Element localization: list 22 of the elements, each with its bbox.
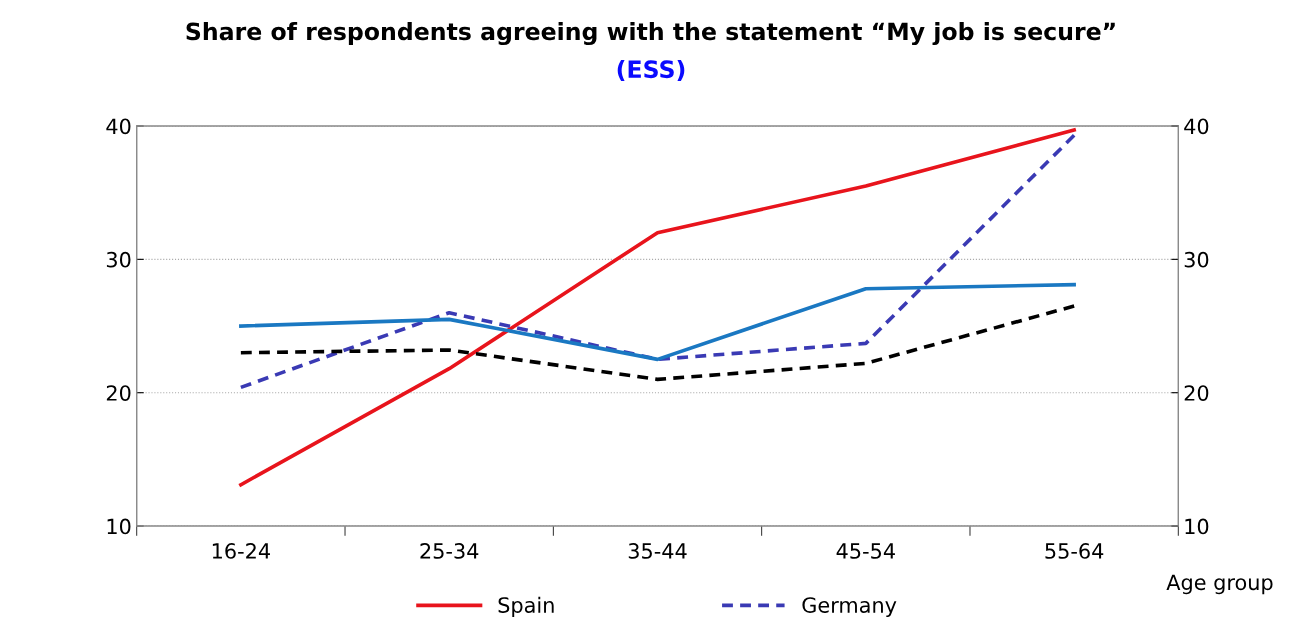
y2-tick-label: 30 xyxy=(1184,251,1209,268)
y2-tick-label: 10 xyxy=(1185,518,1209,535)
x-axis-title: Age group xyxy=(1166,574,1273,595)
y2-tick-label: 40 xyxy=(1184,118,1209,135)
x-tick-label: 16-24 xyxy=(212,543,270,559)
y-tick-label: 30 xyxy=(106,251,131,268)
line-series xyxy=(239,304,1076,382)
legend-label: Germany xyxy=(802,597,897,617)
y-tick-label: 40 xyxy=(106,118,131,135)
legend-label: Spain xyxy=(498,596,554,617)
x-tick-label: 45-54 xyxy=(836,543,895,559)
line-series xyxy=(239,128,1076,487)
line-series xyxy=(239,282,1076,362)
line-series xyxy=(239,133,1076,390)
y2-tick-label: 20 xyxy=(1184,385,1209,401)
x-tick-label: 35-44 xyxy=(628,543,687,559)
chart-subtitle: (ESS) xyxy=(617,59,685,81)
y-tick-label: 20 xyxy=(106,385,131,401)
chart-title: Share of respondents agreeing with the statement “My job is secure” xyxy=(186,22,1115,46)
x-tick-label: 55-64 xyxy=(1045,543,1104,559)
y-tick-label: 10 xyxy=(107,518,131,535)
x-tick-label: 25-34 xyxy=(420,543,479,559)
